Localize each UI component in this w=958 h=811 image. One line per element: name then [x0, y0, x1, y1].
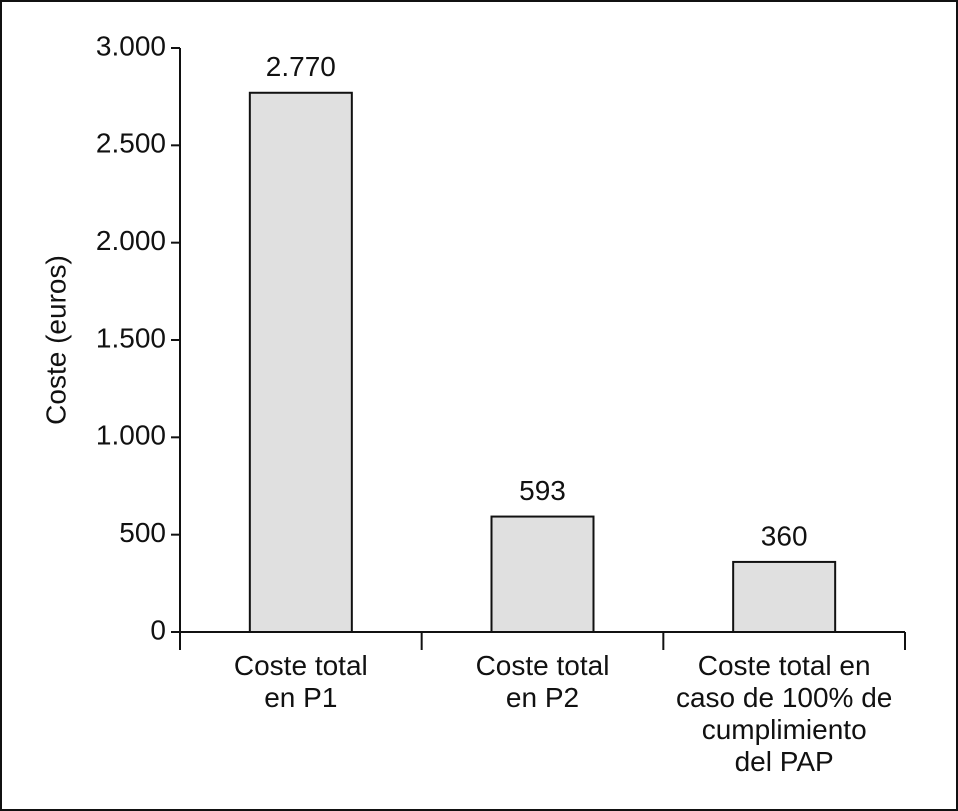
bar	[732, 560, 837, 633]
x-tick-label: Coste total en caso de 100% de cumplimient…	[676, 650, 892, 777]
value-label: 360	[761, 520, 808, 551]
x-tick-label: Coste total en P1	[234, 650, 368, 713]
y-tick-label: 2.500	[96, 128, 166, 159]
value-label: 2.770	[266, 51, 336, 82]
y-tick-label: 1.000	[96, 420, 166, 451]
bar	[490, 515, 595, 634]
y-tick-label: 0	[150, 614, 166, 645]
bar	[248, 91, 353, 634]
y-tick-label: 3.000	[96, 30, 166, 61]
y-axis-label: Coste (euros)	[40, 255, 71, 425]
x-tick-label: Coste total en P2	[476, 650, 610, 713]
y-tick-label: 1.500	[96, 322, 166, 353]
y-tick-label: 2.000	[96, 225, 166, 256]
value-label: 593	[519, 475, 566, 506]
y-tick-label: 500	[119, 517, 166, 548]
